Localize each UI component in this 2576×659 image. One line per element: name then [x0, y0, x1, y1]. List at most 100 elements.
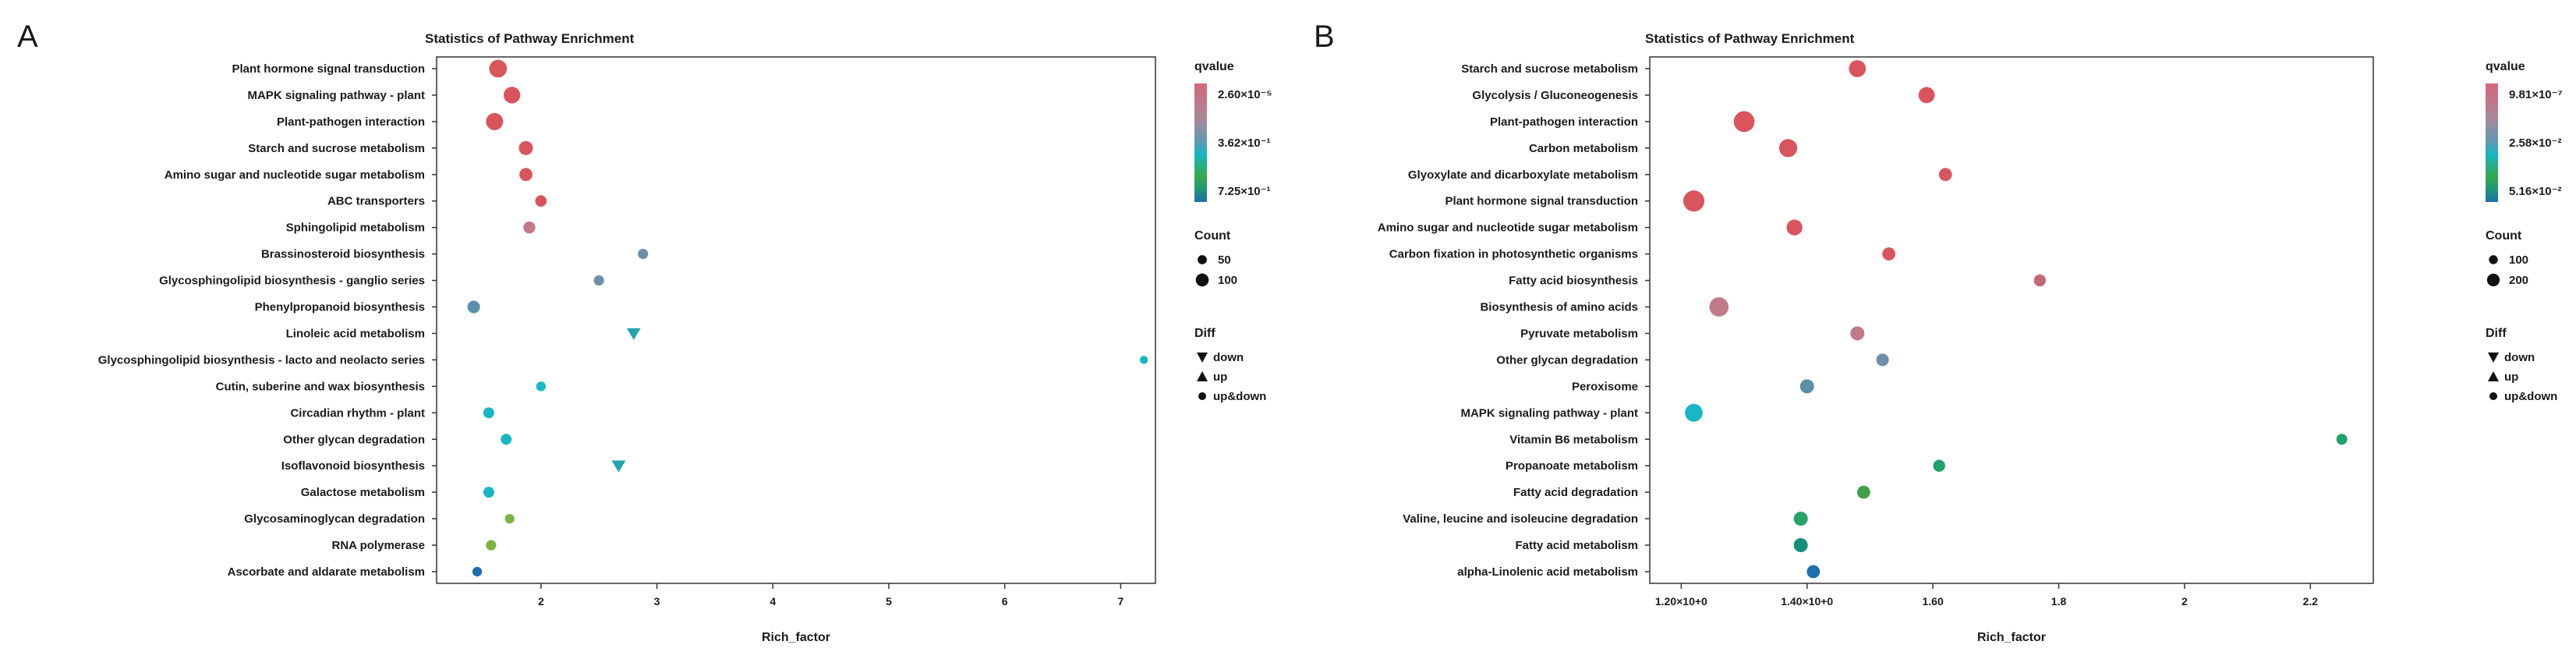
count-legend-marker [1198, 255, 1207, 264]
x-tick-label: 2 [538, 595, 544, 608]
count-legend-title: Count [2486, 229, 2522, 243]
count-legend-label: 100 [1218, 274, 1237, 287]
data-point [1799, 379, 1814, 394]
data-point [467, 300, 480, 314]
chart-title: Statistics of Pathway Enrichment [425, 31, 635, 46]
data-point [1685, 403, 1703, 422]
colorbar-label: 7.25×10⁻¹ [1218, 185, 1271, 198]
category-label: Fatty acid metabolism [1515, 539, 1638, 552]
diff-legend-label: up&down [2504, 390, 2557, 403]
category-label: Other glycan degradation [283, 433, 425, 446]
data-point [638, 249, 649, 260]
panel-a: A Statistics of Pathway Enrichment 2 3 4 5 6 7 R… [17, 19, 1272, 644]
diff-legend-marker-down [1197, 353, 1208, 363]
category-label: Other glycan degradation [1496, 353, 1638, 367]
data-point [1850, 326, 1865, 341]
diff-legend-label: up&down [1213, 390, 1266, 403]
category-label: Linoleic acid metabolism [286, 327, 425, 340]
colorbar-title: qvalue [1194, 60, 1234, 73]
data-point [1856, 485, 1870, 499]
data-point [1709, 297, 1729, 317]
category-label: Galactose metabolism [301, 486, 425, 499]
diff-legend-title: Diff [1194, 327, 1215, 340]
panel-b: B Statistics of Pathway Enrichment 1.20×10… [1314, 19, 2563, 644]
chart-title: Statistics of Pathway Enrichment [1645, 31, 1855, 46]
category-label: ABC transporters [327, 195, 425, 208]
data-point [486, 112, 504, 130]
data-point [1786, 219, 1803, 236]
category-label: RNA polymerase [332, 539, 426, 552]
diff-legend-label: down [1213, 351, 1244, 364]
diff-legend-label: up [1213, 370, 1227, 384]
count-legend-label: 50 [1218, 253, 1231, 267]
diff-legend-label: down [2504, 351, 2535, 364]
x-tick-label: 3 [654, 595, 660, 608]
x-tick-label: 1.60 [1923, 595, 1944, 608]
category-label: Carbon fixation in photosynthetic organi… [1389, 248, 1638, 261]
plot-frame [1649, 56, 2374, 584]
data-point [2336, 434, 2348, 445]
data-point [1918, 87, 1935, 104]
category-label: Vitamin B6 metabolism [1509, 433, 1638, 446]
diff-legend-marker-up [1197, 371, 1208, 381]
category-label: Starch and sucrose metabolism [248, 142, 425, 155]
data-point [489, 59, 508, 78]
data-point [519, 168, 533, 182]
diff-legend-marker-circle [1198, 392, 1206, 400]
category-label: Biosynthesis of amino acids [1480, 301, 1638, 314]
data-point [504, 87, 521, 104]
diff-legend-marker-down [2488, 353, 2499, 363]
count-legend-title: Count [1194, 229, 1231, 243]
category-label: Plant hormone signal transduction [232, 62, 425, 76]
count-legend-label: 200 [2509, 274, 2528, 287]
colorbar-label: 2.60×10⁻⁵ [1218, 88, 1272, 101]
category-label: Ascorbate and aldarate metabolism [228, 565, 425, 579]
data-point-down [626, 328, 641, 340]
colorbar-label: 9.81×10⁻⁷ [2509, 88, 2563, 101]
diff-legend-title: Diff [2486, 327, 2507, 340]
data-point [1733, 111, 1755, 133]
x-tick-label: 2.2 [2303, 595, 2319, 608]
x-tick-label: 4 [770, 595, 776, 608]
x-tick-label: 1.8 [2051, 595, 2067, 608]
category-label: Plant-pathogen interaction [277, 115, 425, 129]
x-tick-label: 6 [1002, 595, 1008, 608]
x-axis-label: Rich_factor [762, 631, 830, 644]
category-label: Propanoate metabolism [1506, 459, 1638, 473]
category-label: Brassinosteroid biosynthesis [261, 248, 425, 261]
diff-legend-marker-circle [2489, 392, 2497, 400]
diff-legend-label: up [2504, 370, 2518, 384]
category-label: Phenylpropanoid biosynthesis [255, 301, 425, 314]
data-point [518, 140, 533, 155]
data-point [1793, 538, 1808, 553]
category-label: MAPK signaling pathway - plant [1460, 406, 1638, 420]
category-label: Pyruvate metabolism [1520, 327, 1638, 340]
category-label: Peroxisome [1572, 380, 1638, 393]
category-label: alpha-Linolenic acid metabolism [1457, 565, 1638, 579]
category-label: Sphingolipid metabolism [286, 221, 425, 235]
colorbar-title: qvalue [2486, 60, 2525, 73]
category-label: Circadian rhythm - plant [290, 406, 425, 420]
category-label: Glycosaminoglycan degradation [244, 512, 425, 526]
category-label: Glycosphingolipid biosynthesis - ganglio… [159, 275, 425, 288]
x-tick-label: 7 [1117, 595, 1123, 608]
data-point [1933, 459, 1945, 472]
category-label: Fatty acid degradation [1513, 486, 1638, 499]
category-label: Plant hormone signal transduction [1445, 195, 1638, 208]
data-point [472, 566, 483, 577]
data-point [1778, 139, 1798, 158]
data-point [1806, 565, 1821, 579]
colorbar-label: 2.58×10⁻² [2509, 136, 2562, 150]
panel-letter: A [17, 19, 38, 54]
category-label: Glyoxylate and dicarboxylate metabolism [1408, 168, 1638, 182]
colorbar [1194, 83, 1207, 202]
category-label: Carbon metabolism [1529, 142, 1638, 155]
data-point [486, 540, 497, 551]
x-tick-label: 5 [886, 595, 892, 608]
data-point [1683, 190, 1705, 212]
category-label: Starch and sucrose metabolism [1461, 62, 1638, 76]
category-label: Isoflavonoid biosynthesis [281, 459, 425, 473]
data-point [535, 195, 547, 207]
x-tick-label: 2 [2181, 595, 2188, 608]
